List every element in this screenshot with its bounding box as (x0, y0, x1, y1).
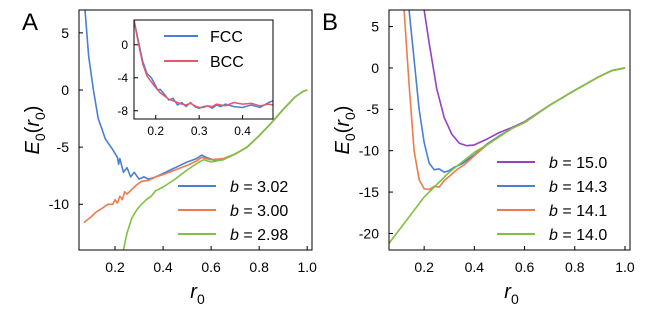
y-tick-label: -10 (359, 143, 379, 159)
series-line-b-2-98 (122, 89, 308, 250)
series-line-bcc (134, 20, 273, 109)
y-axis-label: E0(r0) (332, 106, 358, 155)
y-tick-label: -8 (117, 104, 128, 118)
x-tick-label: 0.2 (147, 124, 164, 138)
x-tick-label: 0.2 (414, 259, 434, 275)
series-line-fcc (134, 20, 273, 110)
y-axis-label: E0(r0) (22, 106, 48, 155)
x-tick-label: 0.8 (249, 259, 269, 275)
x-axis-label: r0 (190, 281, 205, 307)
x-tick-label: 0.6 (515, 259, 535, 275)
y-tick-label: -10 (49, 196, 69, 212)
series-line-b-15-0 (423, 10, 626, 147)
y-tick-label: -5 (367, 101, 380, 117)
legend-label-b-14-0: b = 14.0 (549, 227, 607, 244)
x-tick-label: 0.4 (153, 259, 173, 275)
chart-panel-a: 0.2 0.4 0.6 0.8 1.0 5 0 -5 -10 r0 E0(r0) b = 3.02 b … (22, 9, 317, 307)
legend-label-fcc: FCC (210, 29, 243, 46)
x-tick-label: 0.4 (234, 124, 251, 138)
x-tick-label: 1.0 (615, 259, 635, 275)
panel-label-b: B (322, 9, 338, 36)
plot-frame (78, 9, 313, 251)
y-tick-label: 5 (371, 18, 379, 34)
x-tick-label: 1.0 (297, 259, 317, 275)
legend-label-bcc: BCC (210, 54, 244, 71)
y-tick-label: -4 (117, 71, 128, 85)
chart-panel-b: 0.2 0.4 0.6 0.8 1.0 5 0 -5 -10 -15 -20 r0 E0(r0) b = … (332, 9, 635, 307)
y-tick-label: -15 (359, 184, 379, 200)
legend-label-b-3-00: b = 3.00 (230, 203, 288, 220)
series-line-b-14-0 (389, 67, 626, 244)
x-tick-label: 0.3 (191, 124, 208, 138)
y-tick-label: 0 (121, 38, 128, 52)
legend-label-b-14-1: b = 14.1 (549, 203, 607, 220)
legend-label-b-14-3: b = 14.3 (549, 179, 607, 196)
x-tick-label: 0.2 (105, 259, 125, 275)
plot-frame (388, 9, 631, 251)
y-tick-label: -5 (57, 139, 70, 155)
y-tick-label: 5 (61, 25, 69, 41)
y-tick-label: 0 (371, 60, 379, 76)
panel-label-a: A (22, 9, 38, 36)
x-tick-label: 0.6 (201, 259, 221, 275)
x-axis-label: r0 (504, 281, 519, 307)
series-line-b-14-3 (408, 10, 626, 174)
legend-label-b-2-98: b = 2.98 (230, 227, 288, 244)
x-tick-label: 0.4 (465, 259, 485, 275)
chart-inset: 0.2 0.3 0.4 0 -4 -8 FCC BCC (117, 19, 274, 138)
plot-frame (133, 19, 274, 120)
legend-label-b-3-02: b = 3.02 (230, 179, 288, 196)
y-tick-label: -20 (359, 225, 379, 241)
legend-label-b-15-0: b = 15.0 (549, 155, 607, 172)
y-tick-label: 0 (61, 82, 69, 98)
x-tick-label: 0.8 (565, 259, 585, 275)
